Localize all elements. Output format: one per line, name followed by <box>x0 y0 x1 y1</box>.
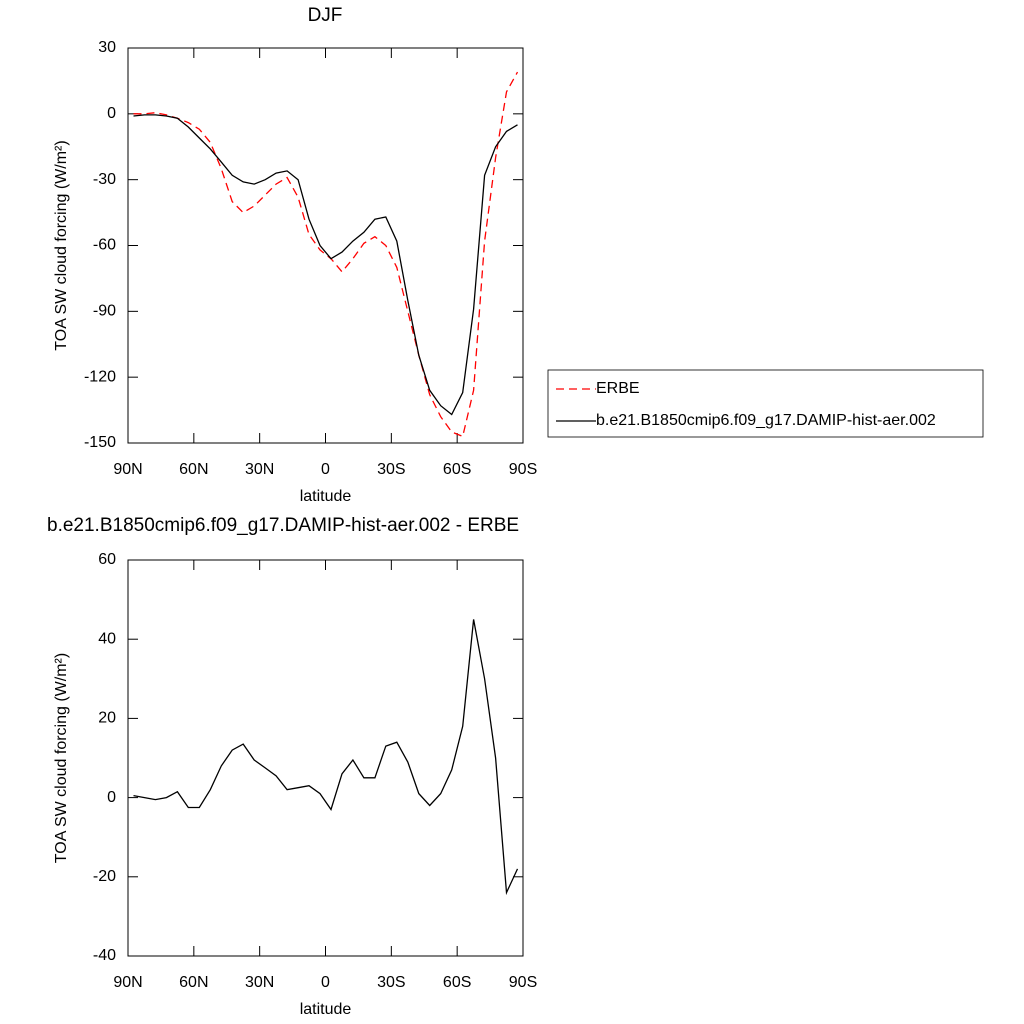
legend-label: ERBE <box>596 380 640 397</box>
x-tick-label: 30S <box>377 974 405 991</box>
y-tick-label: 0 <box>107 105 116 122</box>
y-tick-label: -120 <box>84 368 116 385</box>
x-tick-label: 90N <box>113 974 142 991</box>
data-line <box>133 114 518 416</box>
x-tick-label: 30N <box>245 461 274 478</box>
y-axis-label: TOA SW cloud forcing (W/m²) <box>53 653 70 863</box>
chart-title: b.e21.B1850cmip6.f09_g17.DAMIP-hist-aer.… <box>47 515 519 536</box>
y-tick-label: -90 <box>93 303 116 320</box>
y-tick-label: -150 <box>84 434 116 451</box>
y-tick-label: -40 <box>93 947 116 964</box>
x-tick-label: 60N <box>179 974 208 991</box>
y-tick-label: 40 <box>98 630 116 647</box>
y-tick-label: -30 <box>93 171 116 188</box>
x-tick-label: 60S <box>443 461 471 478</box>
x-axis-label: latitude <box>300 488 352 505</box>
x-axis-label: latitude <box>300 1001 352 1018</box>
x-tick-label: 30N <box>245 974 274 991</box>
y-tick-label: 60 <box>98 551 116 568</box>
x-tick-label: 0 <box>321 461 330 478</box>
x-tick-label: 30S <box>377 461 405 478</box>
x-tick-label: 0 <box>321 974 330 991</box>
x-tick-label: 90N <box>113 461 142 478</box>
plot-frame <box>127 559 524 957</box>
y-tick-label: -60 <box>93 237 116 254</box>
x-tick-label: 60N <box>179 461 208 478</box>
x-tick-label: 60S <box>443 974 471 991</box>
y-tick-label: -20 <box>93 868 116 885</box>
y-tick-label: 30 <box>98 39 116 56</box>
y-axis-label: TOA SW cloud forcing (W/m²) <box>53 140 70 350</box>
y-tick-label: 0 <box>107 789 116 806</box>
legend-box <box>547 369 984 438</box>
y-tick-label: 20 <box>98 710 116 727</box>
data-line <box>133 71 519 438</box>
x-tick-label: 90S <box>509 974 537 991</box>
chart-title: DJF <box>308 5 343 26</box>
legend-label: b.e21.B1850cmip6.f09_g17.DAMIP-hist-aer.… <box>596 412 936 429</box>
data-line <box>133 619 519 896</box>
x-tick-label: 90S <box>509 461 537 478</box>
